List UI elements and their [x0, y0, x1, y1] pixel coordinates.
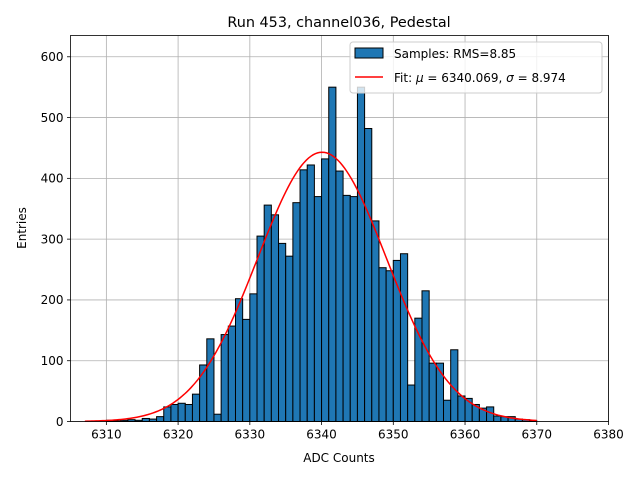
histogram-bar — [292, 202, 301, 422]
histogram-bar — [270, 214, 280, 422]
histogram-bar — [349, 196, 358, 422]
x-tick-label: 6370 — [521, 428, 552, 442]
histogram-bar — [227, 325, 236, 422]
histogram-bar — [184, 403, 193, 422]
histogram-bar — [156, 416, 165, 422]
histogram-bar — [321, 158, 330, 422]
legend-fit-label: Fit: μ = 6340.069, σ = 8.974 — [394, 71, 566, 85]
histogram-bar — [163, 406, 172, 422]
histogram-bar — [428, 362, 437, 423]
x-tick-label: 6310 — [91, 428, 122, 442]
histogram-bar — [399, 253, 409, 422]
chart-title: Run 453, channel036, Pedestal — [227, 15, 450, 31]
histogram-bar — [364, 128, 373, 422]
legend-box — [349, 41, 603, 94]
histogram-bar — [234, 298, 244, 422]
histogram-bar — [328, 86, 337, 423]
histogram-bar — [371, 220, 380, 422]
histogram-bar — [299, 169, 308, 422]
x-axis-label: ADC Counts — [303, 451, 375, 465]
histogram-bar — [335, 170, 344, 422]
histogram-bar — [356, 86, 366, 423]
y-tick-label: 300 — [41, 232, 64, 246]
x-tick-label: 6340 — [306, 428, 337, 442]
x-tick-label: 6320 — [163, 428, 194, 442]
y-tick-label: 400 — [41, 172, 64, 186]
histogram-bar — [457, 395, 466, 423]
y-tick-label: 600 — [41, 50, 64, 64]
histogram-bar — [378, 267, 387, 423]
histogram-bar — [213, 413, 222, 422]
legend-samples-label: Samples: RMS=8.85 — [394, 47, 516, 61]
x-tick-label: 6330 — [235, 428, 266, 442]
histogram-bar — [220, 334, 229, 422]
histogram-bar — [313, 196, 323, 422]
histogram-bar — [342, 194, 351, 422]
fit-curve — [84, 151, 537, 422]
plot-frame — [70, 35, 609, 422]
histogram-bar — [278, 242, 287, 422]
y-tick-label: 0 — [56, 415, 64, 429]
y-tick-label: 200 — [41, 293, 64, 307]
histogram-bar — [191, 393, 201, 422]
histogram-bar — [385, 270, 394, 423]
histogram-bar — [249, 293, 258, 423]
histogram-bar — [421, 290, 430, 423]
legend: Samples: RMS=8.85 Fit: μ = 6340.069, σ =… — [349, 41, 603, 94]
legend-samples-swatch — [354, 47, 384, 59]
histogram-bar — [285, 255, 294, 422]
y-axis-ticks: 0 100 200 300 400 500 600 — [41, 50, 71, 429]
histogram-bar — [170, 403, 179, 422]
y-tick-label: 100 — [41, 354, 64, 368]
y-axis-label: Entries — [15, 207, 29, 249]
x-tick-label: 6350 — [378, 428, 409, 442]
histogram-bar — [443, 399, 452, 422]
histogram-bar — [242, 318, 251, 422]
histogram-bar — [306, 164, 315, 422]
x-axis-ticks: 6310 6320 6330 6340 6350 6360 6370 6380 — [91, 421, 624, 442]
histogram-bar — [407, 384, 416, 422]
histogram-bar — [206, 338, 215, 422]
histogram-bar — [493, 415, 502, 423]
x-tick-label: 6360 — [450, 428, 481, 442]
y-tick-label: 500 — [41, 111, 64, 125]
histogram-bar — [141, 417, 150, 423]
x-tick-label: 6380 — [593, 428, 624, 442]
histogram-bar — [256, 235, 265, 422]
histogram-bar — [177, 402, 186, 423]
